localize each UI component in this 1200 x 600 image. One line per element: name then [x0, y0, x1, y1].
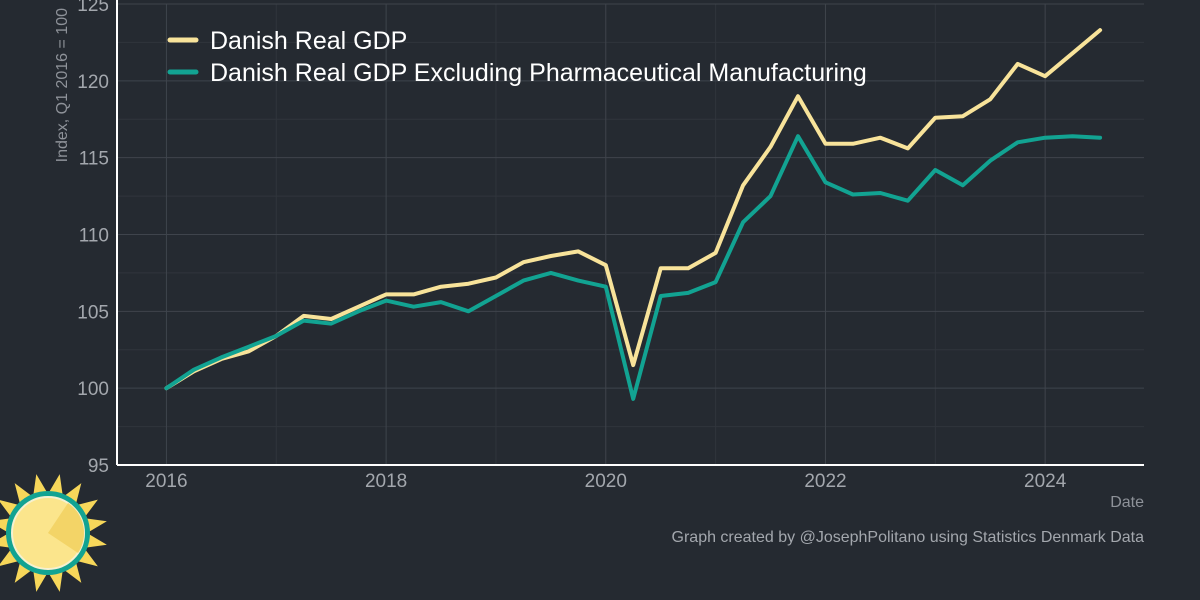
y-tick-label: 105 [77, 302, 109, 323]
x-axis-title: Date [1110, 494, 1144, 511]
legend-label: Danish Real GDP [210, 27, 407, 55]
y-tick-label: 100 [77, 379, 109, 400]
y-tick-labels: 95 100 105 110 115 120 125 [77, 0, 109, 477]
x-tick-label: 2020 [585, 471, 627, 492]
series-line-gdp-excluding-pharma [164, 134, 1103, 401]
x-tick-label: 2024 [1024, 471, 1067, 492]
x-tick-label: 2018 [365, 471, 407, 492]
sun-icon [0, 474, 107, 592]
x-tick-label: 2016 [145, 471, 187, 492]
y-tick-label: 120 [77, 72, 109, 93]
sun-shade [48, 503, 85, 553]
legend: Danish Real GDP Danish Real GDP Excluding… [167, 27, 867, 87]
series-lines [164, 28, 1103, 401]
caption: Graph created by @JosephPolitano using S… [672, 529, 1145, 546]
y-tick-label: 95 [88, 456, 109, 477]
y-tick-label: 115 [79, 149, 109, 170]
series-line-danish-real-gdp [164, 28, 1103, 391]
legend-label: Danish Real GDP Excluding Pharmaceutical… [210, 59, 867, 87]
x-tick-labels: 2016 2018 2020 2022 2024 [145, 471, 1066, 492]
y-tick-label: 110 [79, 226, 109, 247]
x-tick-label: 2022 [804, 471, 846, 492]
y-axis-title: Index, Q1 2016 = 100 [54, 8, 71, 162]
y-tick-label: 125 [77, 0, 109, 16]
